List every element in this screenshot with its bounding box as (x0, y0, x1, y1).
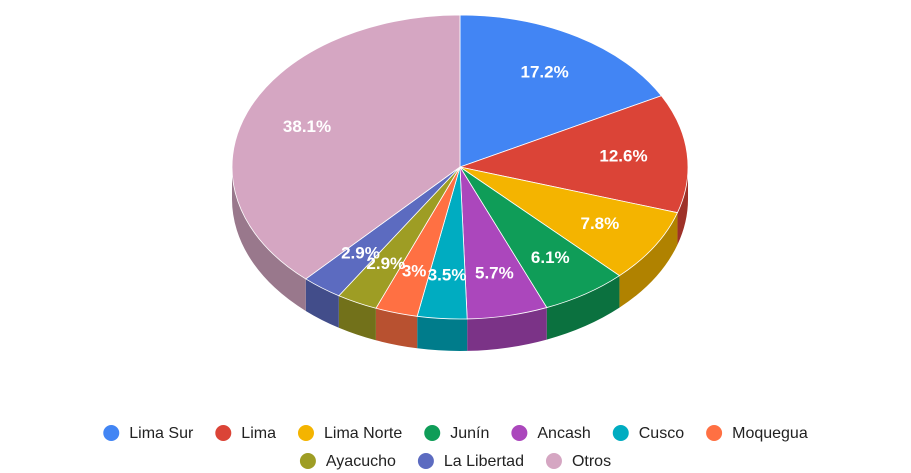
legend-row: Ayacucho La Libertad Otros (299, 453, 611, 470)
slice-side (677, 167, 688, 245)
legend-label: Ancash (537, 425, 590, 442)
legend-item: Lima (215, 425, 276, 442)
legend-swatch (424, 425, 441, 441)
slice-side (467, 307, 547, 351)
data-label: 3.5% (428, 266, 467, 285)
legend-item: Junín (424, 425, 489, 442)
legend-item: Cusco (612, 425, 684, 442)
slice-side (375, 308, 418, 349)
legend-swatch (545, 453, 562, 469)
slice-side (305, 278, 339, 328)
legend-item: Lima Sur (103, 425, 194, 442)
legend-label: Otros (572, 453, 611, 470)
data-label: 38.1% (283, 117, 331, 136)
legend-label: Lima Sur (129, 425, 194, 442)
data-label: 17.2% (521, 63, 569, 82)
slice-side (232, 167, 306, 311)
slice-side (546, 275, 620, 340)
legend-label: Lima Norte (324, 425, 402, 442)
legend-label: Ayacucho (326, 453, 396, 470)
legend-swatch (103, 425, 120, 441)
data-label: 12.6% (599, 147, 647, 166)
legend-row: Lima Sur Lima Lima Norte Junín Ancash Cusco Mo… (103, 425, 808, 442)
legend-label: Junín (450, 425, 489, 442)
data-label: 6.1% (531, 248, 570, 267)
legend-label: Cusco (639, 425, 684, 442)
data-label: 5.7% (475, 263, 514, 282)
legend-item: Ancash (511, 425, 591, 442)
legend-label: Moquegua (732, 425, 808, 442)
legend-item: Lima Norte (297, 425, 402, 442)
legend-swatch (215, 425, 232, 441)
legend-swatch (612, 425, 629, 441)
data-label: 3% (402, 262, 427, 281)
slice-side (417, 316, 468, 351)
legend-swatch (417, 453, 434, 469)
slice (459, 166, 679, 277)
slice-side (338, 295, 376, 341)
legend-swatch (297, 425, 314, 441)
legend-swatch (706, 425, 723, 441)
legend-item: La Libertad (417, 453, 524, 470)
data-label: 7.8% (580, 214, 619, 233)
legend-label: La Libertad (444, 453, 524, 470)
legend-swatch (299, 453, 316, 469)
slice (458, 95, 689, 214)
legend-label: Lima (241, 425, 276, 442)
legend-item: Ayacucho (299, 453, 396, 470)
data-label: 2.9% (366, 254, 405, 273)
legend-swatch (511, 425, 528, 441)
data-label: 2.9% (341, 244, 380, 263)
legend-item: Moquegua (706, 425, 808, 442)
slice (459, 14, 663, 168)
legend-item: Otros (545, 453, 611, 470)
slice (231, 14, 461, 280)
